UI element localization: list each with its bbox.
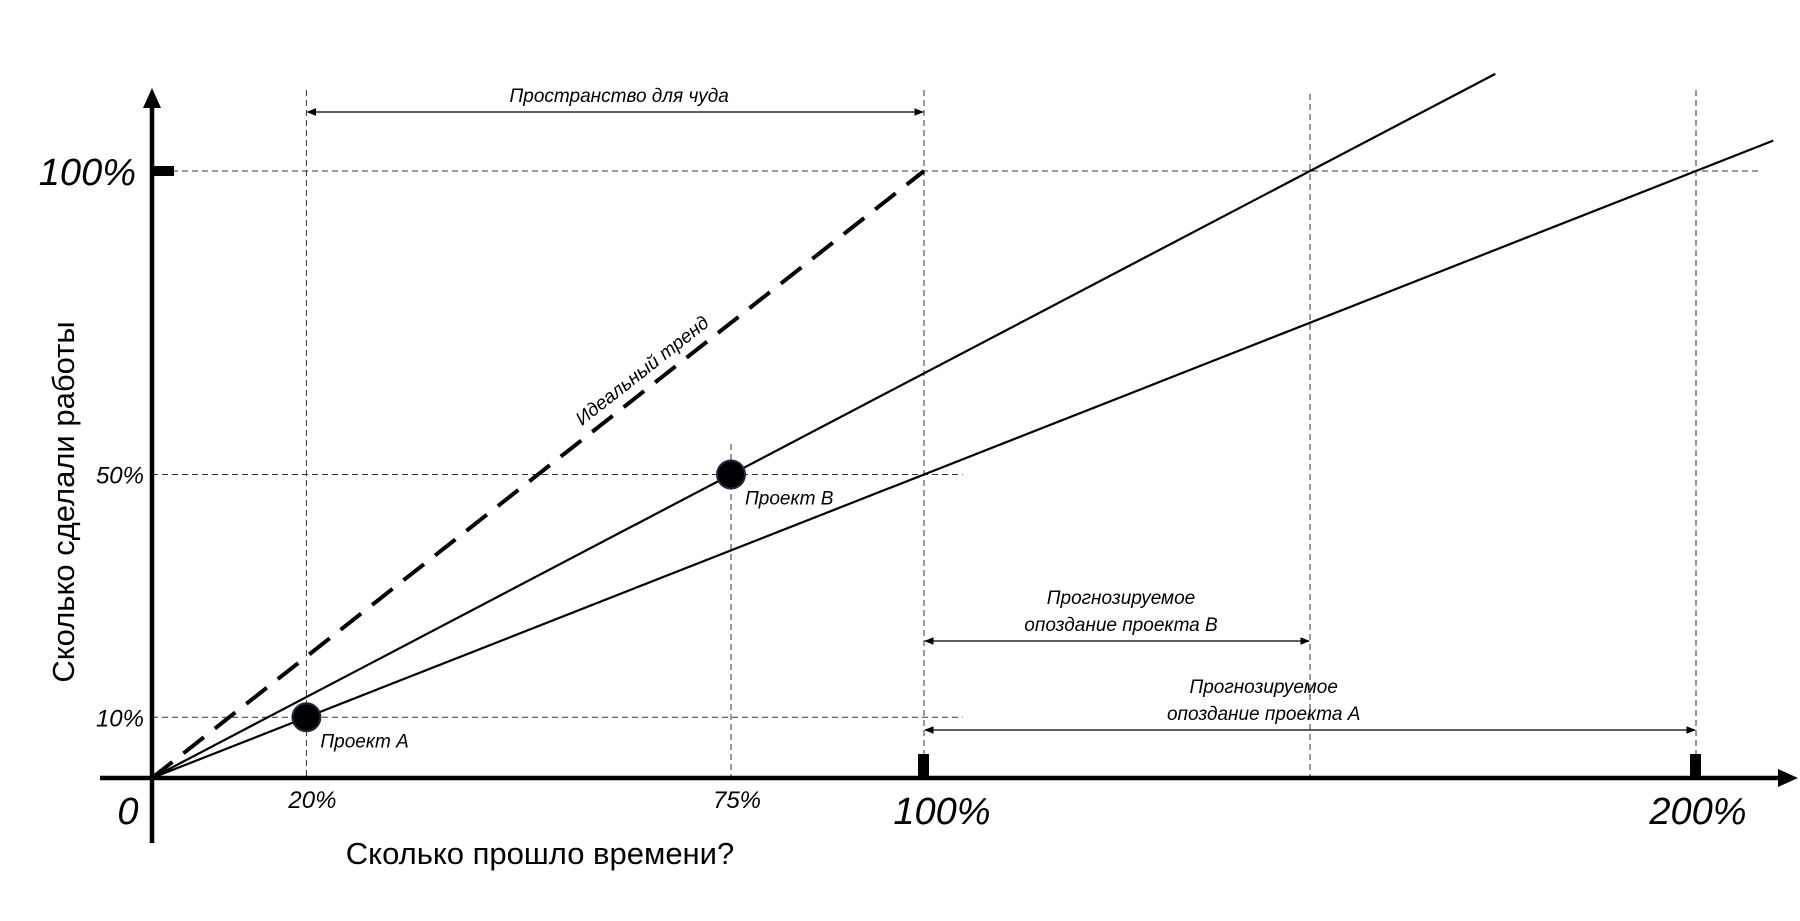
x-tick-label-20: 20% <box>287 787 336 814</box>
x-tick-label-200: 200% <box>1648 791 1746 833</box>
project-point-1 <box>716 459 746 490</box>
span-label-2-0: Прогнозируемое <box>1189 677 1337 698</box>
axis-labels: 0 20% 75% 100% 200% 10% 50% 100% Сколько прошло … <box>39 152 1747 871</box>
y-tick-label-100: 100% <box>39 152 136 194</box>
ideal-trend-line <box>150 169 926 780</box>
x-tick-label-75: 75% <box>713 787 761 814</box>
forecast-line-2 <box>151 139 1774 780</box>
origin-label: 0 <box>117 791 138 833</box>
x-axis-arrow <box>1778 769 1798 787</box>
x-major-tick-200 <box>1690 754 1701 778</box>
ideal-trend-label: Идеальный тренд <box>572 312 713 430</box>
y-tick-label-10: 10% <box>96 705 144 732</box>
y-tick-label-50: 50% <box>96 463 144 490</box>
x-axis-title: Сколько прошло времени? <box>346 836 734 871</box>
project-point-label-1: Проект В <box>745 489 834 510</box>
project-points: Проект А Проект В <box>291 459 834 752</box>
x-major-tick-100 <box>918 754 929 778</box>
span-label-0-0: Пространство для чуда <box>510 86 729 107</box>
span-label-1-1: опоздание проекта В <box>1024 615 1218 636</box>
project-point-0 <box>291 702 322 733</box>
span-label-2-1: опоздание проекта А <box>1167 704 1360 725</box>
series-lines: Идеальный тренд <box>150 72 1774 780</box>
x-tick-label-100: 100% <box>893 791 990 833</box>
y-axis-arrow <box>143 88 161 108</box>
span-label-1-0: Прогнозируемое <box>1047 588 1195 609</box>
y-major-tick-100 <box>152 166 174 176</box>
span-annotations: Пространство для чуда Прогнозируемое опозд… <box>306 86 1696 734</box>
project-point-label-0: Проект А <box>320 731 408 752</box>
axes <box>100 88 1798 843</box>
forecast-line-1 <box>151 72 1496 779</box>
y-axis-title: Сколько сделали работы <box>46 321 81 682</box>
guide-lines <box>152 90 1760 778</box>
